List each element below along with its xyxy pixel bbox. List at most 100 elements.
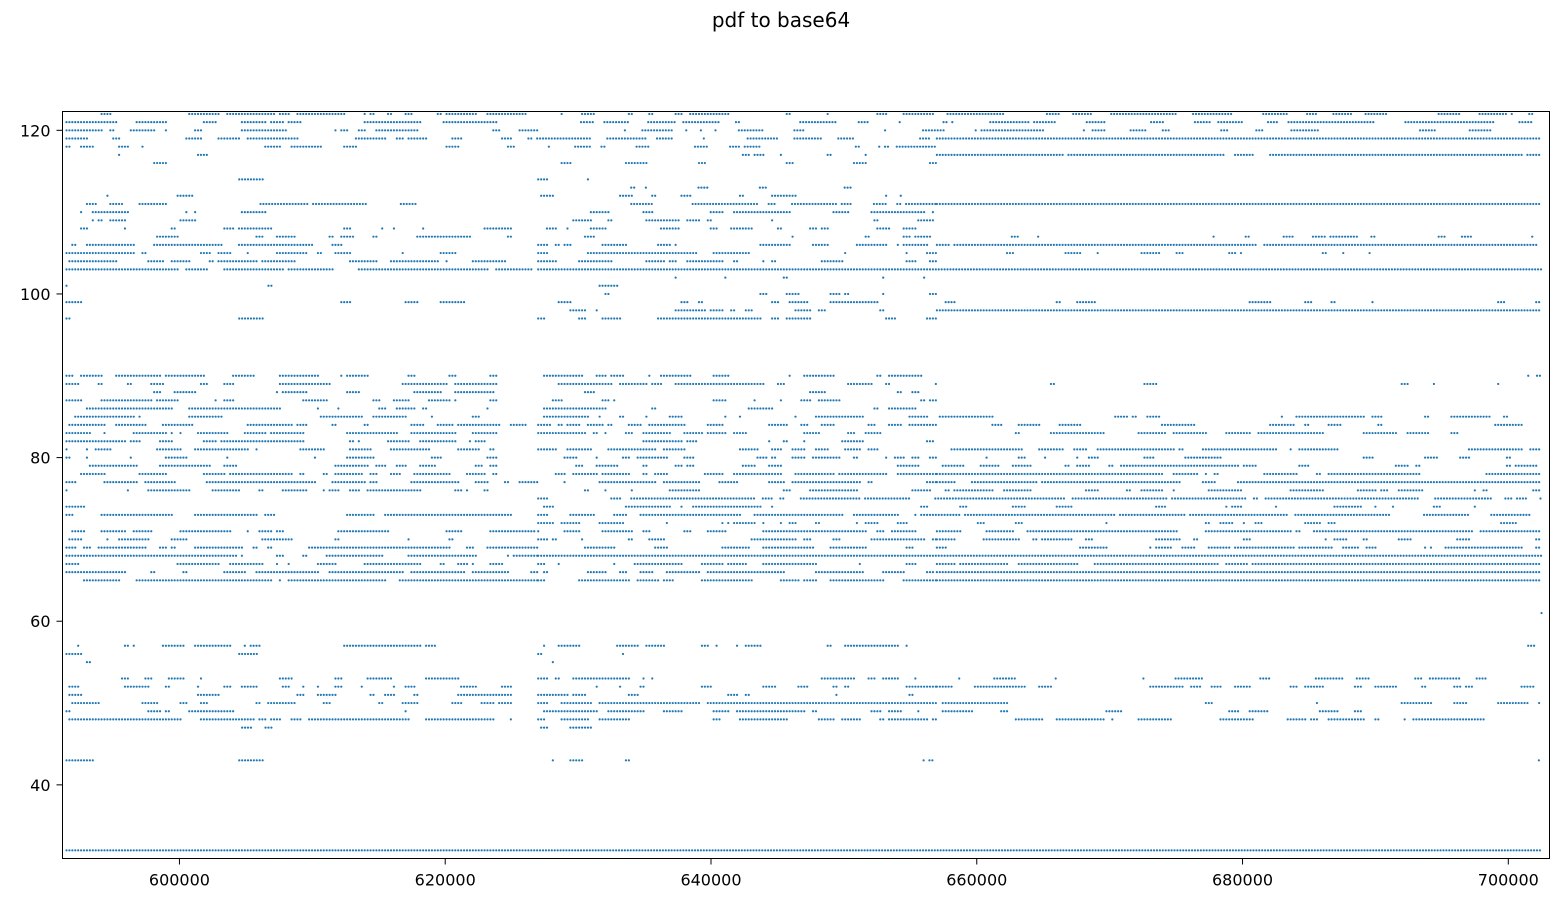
data-point — [988, 243, 991, 246]
data-point — [1313, 849, 1316, 852]
data-point — [645, 219, 648, 222]
data-point — [1230, 112, 1233, 116]
data-point — [521, 849, 524, 852]
data-point — [1429, 137, 1433, 140]
data-point — [503, 137, 507, 140]
data-point — [401, 415, 404, 418]
data-point — [1049, 309, 1053, 312]
data-point — [410, 121, 413, 124]
data-point — [188, 415, 191, 418]
data-point — [849, 415, 853, 418]
data-point — [316, 112, 320, 116]
data-point — [657, 251, 660, 255]
data-point — [609, 121, 612, 124]
data-point — [1178, 202, 1181, 206]
data-point — [1409, 309, 1412, 312]
data-point — [1128, 309, 1131, 312]
data-point — [1350, 309, 1354, 312]
data-point — [1488, 153, 1491, 156]
series-y-108 — [80, 227, 917, 230]
data-point — [492, 227, 495, 230]
data-point — [731, 849, 735, 852]
data-point — [920, 211, 923, 214]
data-point — [1082, 849, 1085, 852]
data-point — [331, 243, 334, 246]
data-point — [462, 301, 466, 304]
data-point — [302, 374, 305, 377]
data-point — [1364, 268, 1367, 271]
data-point — [287, 391, 290, 394]
data-point — [1181, 243, 1184, 246]
data-point — [524, 849, 527, 852]
data-point — [65, 849, 68, 852]
data-point — [1239, 202, 1243, 206]
data-point — [480, 121, 483, 124]
data-point — [1488, 309, 1491, 312]
data-point — [94, 849, 97, 852]
data-point — [881, 849, 884, 852]
data-point — [123, 374, 127, 377]
data-point — [1421, 153, 1424, 156]
data-point — [733, 260, 736, 263]
data-point — [258, 227, 261, 230]
data-point — [1479, 153, 1482, 156]
data-point — [202, 415, 205, 418]
data-point — [138, 202, 141, 206]
data-point — [252, 317, 255, 320]
data-point — [1368, 309, 1371, 312]
data-point — [1066, 268, 1069, 271]
data-point — [436, 268, 439, 271]
data-point — [372, 112, 375, 116]
data-point — [255, 407, 258, 410]
data-point — [718, 374, 721, 377]
data-point — [1205, 121, 1208, 124]
data-point — [648, 211, 651, 214]
data-point — [776, 227, 780, 230]
data-point — [928, 161, 932, 165]
data-point — [790, 849, 793, 852]
data-point — [1248, 137, 1251, 140]
data-point — [1350, 153, 1354, 156]
data-point — [934, 292, 937, 296]
data-point — [887, 317, 891, 320]
data-point — [1323, 268, 1326, 271]
data-point — [1338, 112, 1341, 116]
data-point — [575, 309, 578, 312]
data-point — [1315, 153, 1319, 156]
data-point — [296, 145, 299, 148]
data-point — [258, 243, 261, 246]
data-point — [956, 415, 959, 418]
data-point — [1494, 243, 1497, 246]
data-point — [1257, 309, 1260, 312]
data-point — [667, 137, 670, 140]
data-point — [820, 309, 823, 312]
data-point — [694, 202, 697, 206]
data-point — [1277, 243, 1281, 246]
data-point — [205, 415, 208, 418]
data-point — [343, 145, 346, 148]
data-point — [1379, 112, 1382, 116]
data-point — [905, 268, 908, 271]
data-point — [793, 202, 797, 206]
data-point — [439, 399, 442, 402]
data-point — [270, 137, 273, 140]
data-point — [261, 137, 264, 140]
data-point — [741, 317, 744, 320]
data-point — [899, 407, 902, 410]
data-point — [668, 243, 671, 246]
data-point — [1361, 268, 1364, 271]
data-point — [1187, 309, 1190, 312]
data-point — [1055, 309, 1058, 312]
data-point — [887, 227, 891, 230]
data-point — [1201, 309, 1205, 312]
data-point — [88, 849, 91, 852]
data-point — [1131, 309, 1134, 312]
data-point — [328, 112, 331, 116]
data-point — [785, 317, 788, 320]
data-point — [1502, 137, 1506, 140]
data-point — [296, 382, 299, 386]
data-point — [100, 260, 103, 263]
data-point — [340, 243, 343, 246]
data-point — [1478, 268, 1481, 271]
data-point — [278, 243, 281, 246]
